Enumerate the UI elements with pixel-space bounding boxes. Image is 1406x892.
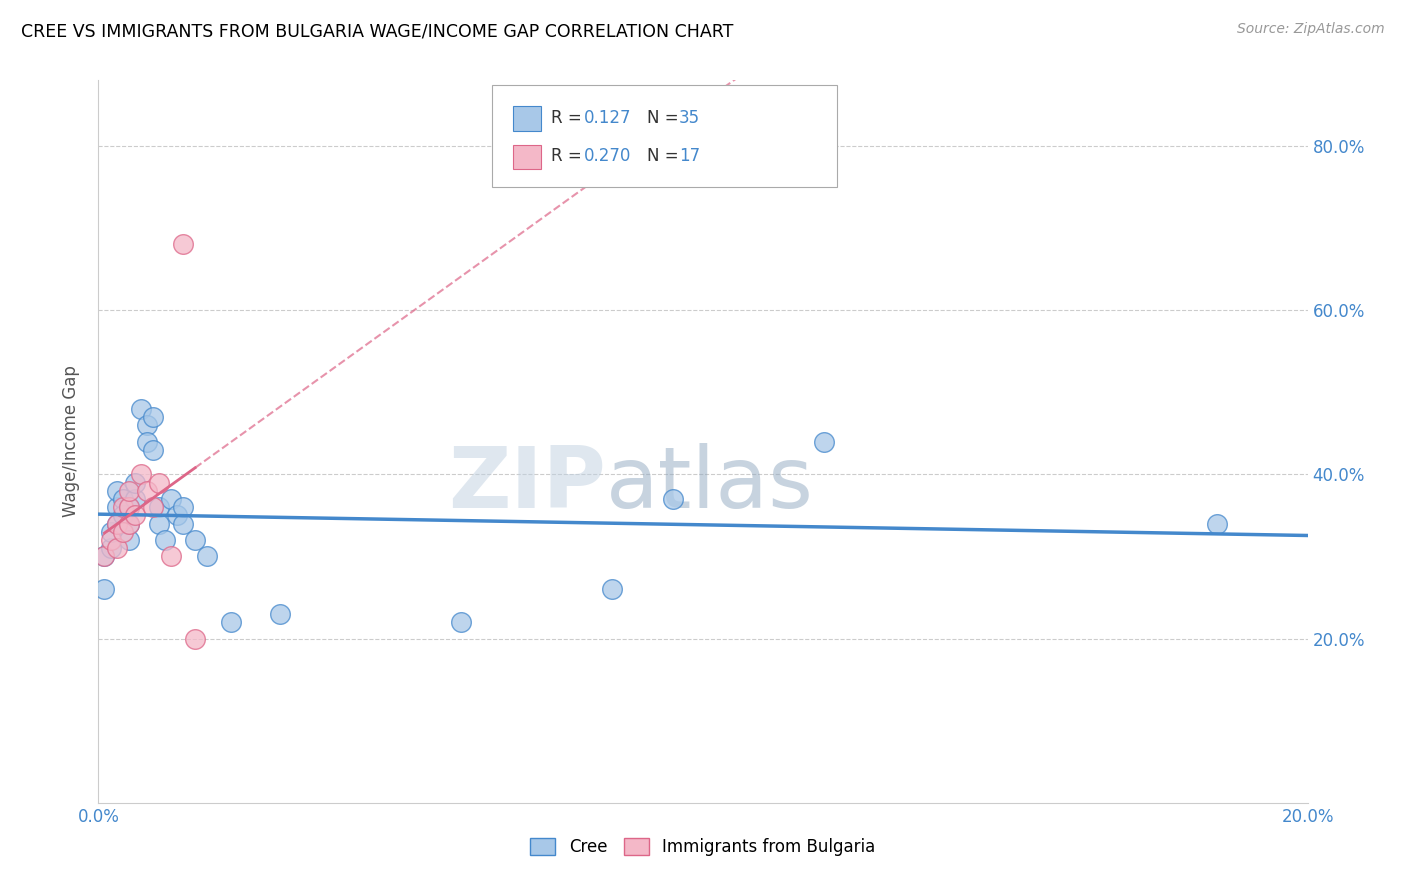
Point — [118, 533, 141, 547]
Text: 17: 17 — [679, 147, 700, 165]
Point — [124, 508, 146, 523]
Point — [148, 475, 170, 490]
Point — [118, 516, 141, 531]
Text: N =: N = — [647, 147, 683, 165]
Text: CREE VS IMMIGRANTS FROM BULGARIA WAGE/INCOME GAP CORRELATION CHART: CREE VS IMMIGRANTS FROM BULGARIA WAGE/IN… — [21, 22, 734, 40]
Point — [160, 549, 183, 564]
Point — [129, 467, 152, 482]
Point — [111, 508, 134, 523]
Point — [661, 491, 683, 506]
Point — [105, 500, 128, 515]
Point — [124, 475, 146, 490]
Point — [93, 549, 115, 564]
Point — [184, 533, 207, 547]
Point — [142, 500, 165, 515]
Point — [100, 524, 122, 539]
Point — [135, 434, 157, 449]
Point — [269, 607, 291, 621]
Legend: Cree, Immigrants from Bulgaria: Cree, Immigrants from Bulgaria — [524, 831, 882, 863]
Text: 35: 35 — [679, 109, 700, 127]
Point — [105, 516, 128, 531]
Point — [602, 582, 624, 597]
Point — [184, 632, 207, 646]
Text: atlas: atlas — [606, 443, 814, 526]
Point — [111, 500, 134, 515]
Point — [100, 533, 122, 547]
Point — [135, 483, 157, 498]
Point — [118, 500, 141, 515]
Text: ZIP: ZIP — [449, 443, 606, 526]
Text: Source: ZipAtlas.com: Source: ZipAtlas.com — [1237, 22, 1385, 37]
Point — [142, 409, 165, 424]
Text: 0.127: 0.127 — [583, 109, 631, 127]
Text: N =: N = — [647, 109, 683, 127]
Point — [142, 442, 165, 457]
Point — [172, 516, 194, 531]
Point — [105, 541, 128, 556]
Y-axis label: Wage/Income Gap: Wage/Income Gap — [62, 366, 80, 517]
Point — [135, 418, 157, 433]
Point — [118, 483, 141, 498]
Point — [153, 533, 176, 547]
Point — [450, 615, 472, 630]
Point — [172, 237, 194, 252]
Point — [166, 508, 188, 523]
Point — [118, 516, 141, 531]
Point — [118, 500, 141, 515]
Point — [221, 615, 243, 630]
Point — [1206, 516, 1229, 531]
Point — [129, 401, 152, 416]
Point — [100, 541, 122, 556]
Text: 0.270: 0.270 — [583, 147, 631, 165]
Point — [160, 491, 183, 506]
Point — [172, 500, 194, 515]
Point — [93, 582, 115, 597]
Point — [813, 434, 835, 449]
Point — [105, 483, 128, 498]
Point — [124, 491, 146, 506]
Point — [148, 516, 170, 531]
Point — [111, 491, 134, 506]
Text: R =: R = — [551, 109, 588, 127]
Point — [111, 524, 134, 539]
Point — [195, 549, 218, 564]
Point — [105, 516, 128, 531]
Point — [148, 500, 170, 515]
Text: R =: R = — [551, 147, 588, 165]
Point — [93, 549, 115, 564]
